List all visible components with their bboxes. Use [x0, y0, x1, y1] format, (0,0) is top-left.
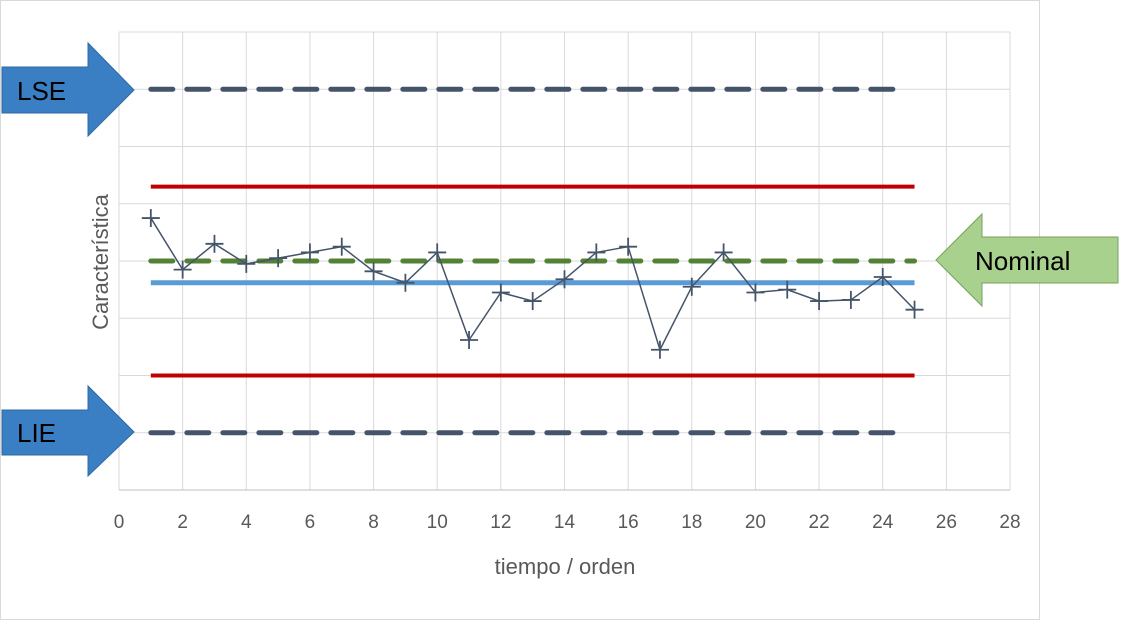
nominal-label: Nominal: [975, 246, 1070, 276]
x-tick-label: 4: [241, 512, 252, 533]
x-tick-label: 0: [114, 512, 125, 533]
x-tick-label: 24: [872, 512, 894, 533]
data-point: [396, 273, 415, 292]
data-point: [460, 331, 479, 350]
data-point: [205, 234, 224, 253]
x-tick-label: 10: [427, 512, 448, 533]
chart-frame: [0, 0, 1040, 620]
y-axis-title: Característica: [88, 193, 113, 329]
data-point: [778, 280, 797, 299]
data-point: [364, 262, 383, 281]
x-tick-label: 14: [554, 512, 576, 533]
lie-arrow-shape: [1, 384, 135, 478]
data-point: [682, 277, 701, 296]
data-point: [491, 283, 510, 302]
data-point: [332, 237, 351, 256]
data-point: [841, 290, 860, 309]
x-tick-label: 18: [681, 512, 702, 533]
data-point: [810, 292, 829, 311]
data-point: [269, 249, 288, 268]
data-point: [141, 209, 160, 228]
x-axis-title: tiempo / orden: [495, 554, 636, 579]
lse-arrow-shape: [1, 41, 135, 138]
x-tick-label: 16: [618, 512, 639, 533]
lse-callout: LSE: [1, 41, 135, 138]
lie-callout: LIE: [1, 384, 135, 478]
data-point: [905, 300, 924, 319]
x-tick-label: 6: [305, 512, 316, 533]
x-tick-label: 26: [936, 512, 957, 533]
x-tick-label: 8: [368, 512, 379, 533]
x-tick-label: 22: [809, 512, 830, 533]
data-point: [523, 292, 542, 311]
data-point: [873, 268, 892, 287]
data-point: [237, 254, 256, 273]
data-point: [173, 260, 192, 279]
nominal-callout: Nominal: [935, 212, 1119, 308]
lse-label: LSE: [17, 76, 66, 106]
data-point: [587, 243, 606, 262]
lie-label: LIE: [17, 418, 56, 448]
x-tick-labels: 0 2 4 6 8 10 12 14 16 18 20 22 24 26 28: [114, 512, 1021, 533]
series-group: [141, 209, 924, 359]
x-tick-label: 28: [999, 512, 1020, 533]
x-tick-label: 12: [490, 512, 511, 533]
x-tick-label: 2: [177, 512, 188, 533]
data-point: [619, 237, 638, 256]
nominal-arrow-shape: [935, 212, 1119, 308]
data-point: [714, 243, 733, 262]
data-point: [555, 270, 574, 289]
data-point: [650, 340, 669, 359]
x-tick-label: 20: [745, 512, 766, 533]
data-point: [428, 243, 447, 262]
data-point: [300, 243, 319, 262]
data-point: [746, 283, 765, 302]
